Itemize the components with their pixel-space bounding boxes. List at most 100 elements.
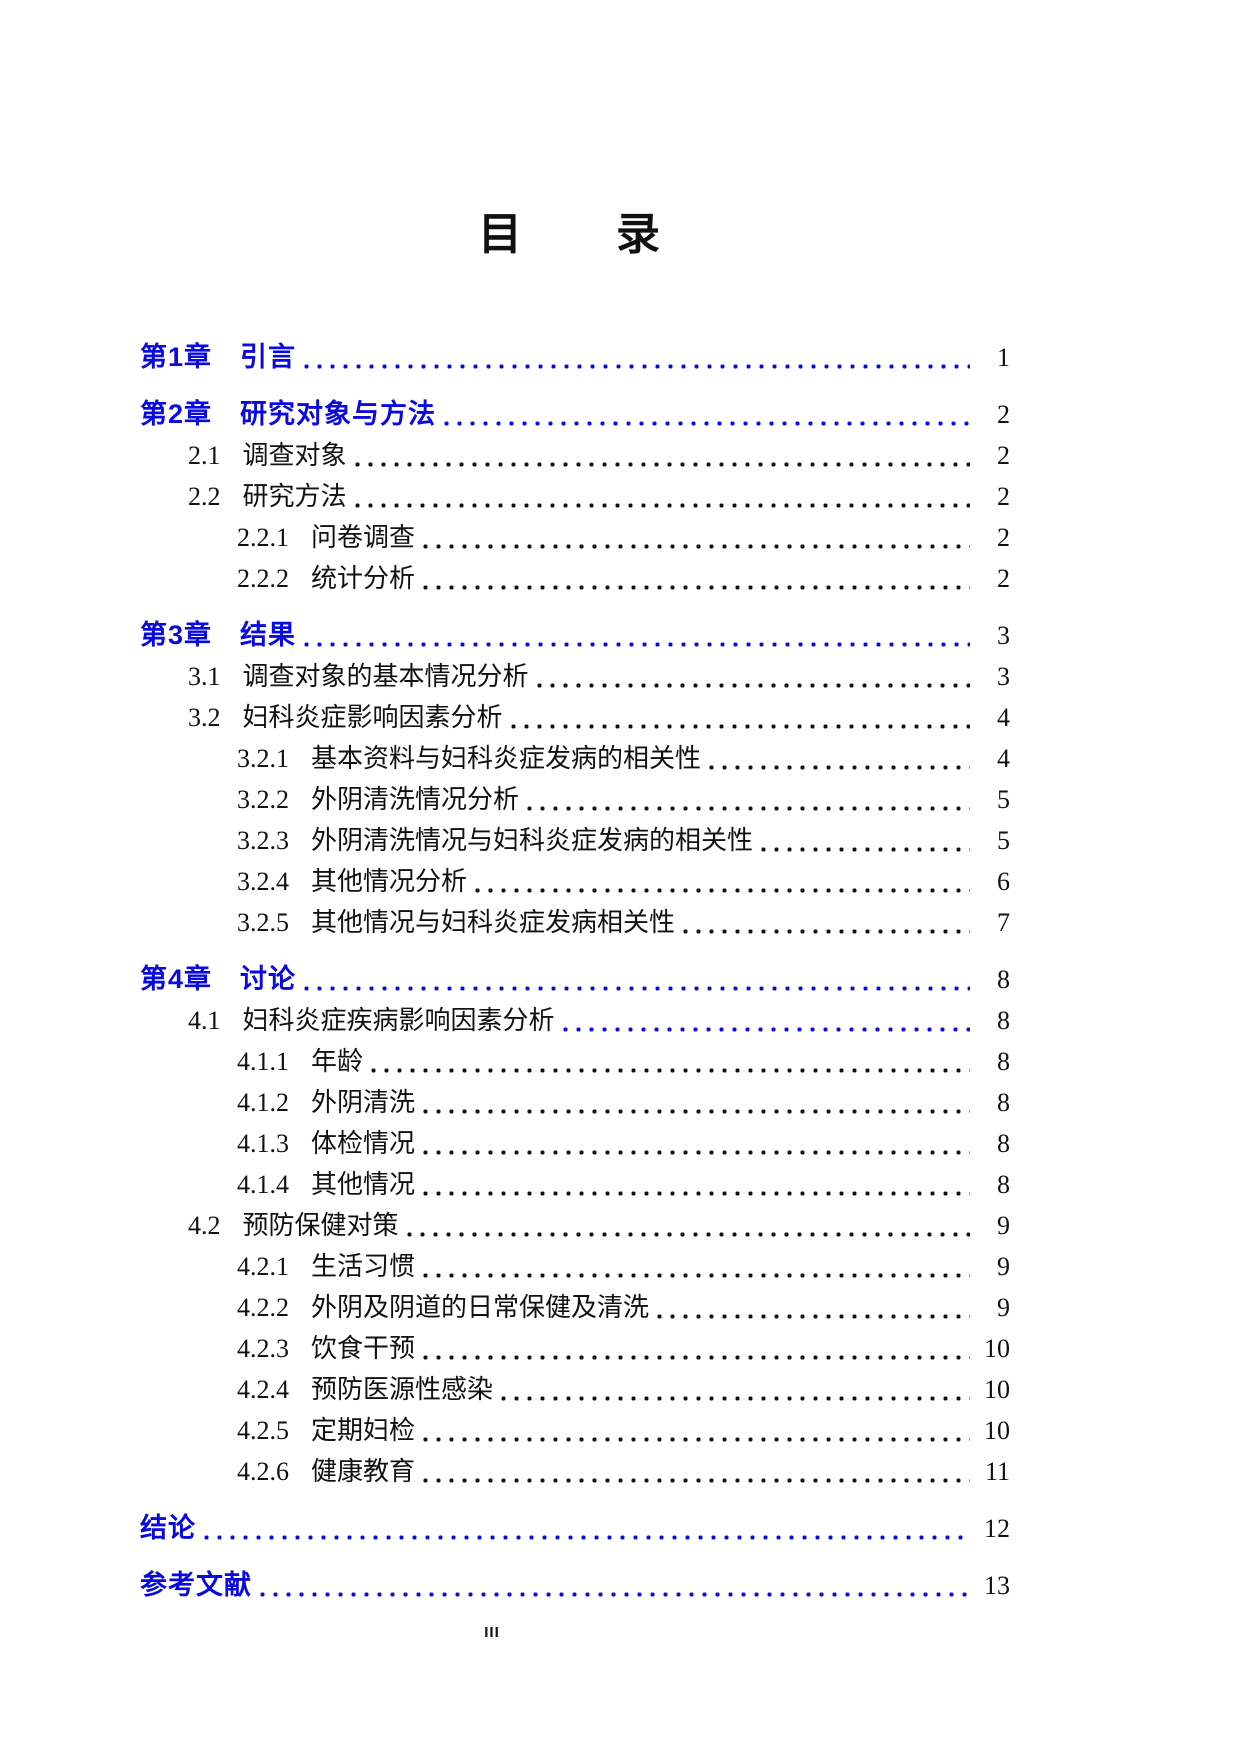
dot-leader [423,1437,970,1442]
toc-entry-number: 2.1 [188,441,221,470]
toc-row[interactable]: 第2章 研究对象与方法 2 [130,394,1010,435]
toc-row[interactable]: 第3章 结果 3 [130,615,1010,656]
toc-entry-number: 4.1.1 [237,1047,289,1076]
toc-entry-number: 4.2.6 [237,1457,289,1486]
toc-entry-page: 9 [997,1211,1010,1240]
toc-entry-number: 4.2 [188,1211,221,1240]
toc-entry-page: 8 [997,1170,1010,1199]
dot-leader [536,683,970,688]
dot-leader [423,544,970,549]
toc-entry-number: 3.2.1 [237,744,289,773]
dot-leader [423,1478,970,1483]
toc-entry-number: 2.2.1 [237,523,289,552]
toc-entry-label: 外阴及阴道的日常保健及清洗 [311,1293,650,1322]
dot-leader [501,1396,970,1401]
toc-entry-page: 13 [984,1571,1010,1600]
toc-entry-label: 讨论 [240,964,297,994]
toc-row[interactable]: 3.2.5 其他情况与妇科炎症发病相关性 7 [130,902,1010,943]
toc-row[interactable]: 4.2.2 外阴及阴道的日常保健及清洗 9 [130,1287,1010,1328]
toc-entry-page: 11 [984,1457,1010,1486]
toc-row[interactable]: 4.2.4 预防医源性感染 10 [130,1369,1010,1410]
dot-leader [260,1592,970,1597]
dot-leader [444,421,970,426]
toc-entry-label: 预防医源性感染 [311,1375,494,1404]
toc-row[interactable]: 3.1 调查对象的基本情况分析 3 [130,656,1010,697]
toc-entry-page: 5 [997,826,1010,855]
toc-row[interactable]: 3.2.2 外阴清洗情况分析 5 [130,779,1010,820]
toc-row[interactable]: 4.1.1 年龄 8 [130,1041,1010,1082]
toc-entry-label: 外阴清洗情况分析 [311,785,520,814]
toc-row[interactable]: 4.2.5 定期妇检 10 [130,1410,1010,1451]
toc-entry-label: 引言 [240,342,297,372]
dot-leader [657,1314,970,1319]
dot-leader [423,585,970,590]
dot-leader [423,1191,970,1196]
toc-row[interactable]: 2.2 研究方法 2 [130,476,1010,517]
toc-row[interactable]: 4.1 妇科炎症疾病影响因素分析 8 [130,1000,1010,1041]
toc-entry-number: 4.2.3 [237,1334,289,1363]
toc-entry-page: 10 [984,1416,1010,1445]
toc-row[interactable]: 2.1 调查对象 2 [130,435,1010,476]
dot-leader [354,503,970,508]
toc-entry-label: 预防保健对策 [242,1211,399,1240]
dot-leader [371,1068,970,1073]
dot-leader [510,724,970,729]
toc-entry-label: 其他情况与妇科炎症发病相关性 [311,908,676,937]
toc-entry-page: 8 [997,1088,1010,1117]
page-number-footer: III [484,1624,500,1641]
toc-row[interactable]: 4.2 预防保健对策 9 [130,1205,1010,1246]
toc-entry-number: 第1章 [140,342,213,372]
toc-entry-number: 第4章 [140,964,213,994]
toc-row[interactable]: 4.1.4 其他情况 8 [130,1164,1010,1205]
toc-row[interactable]: 4.1.3 体检情况 8 [130,1123,1010,1164]
toc-row[interactable]: 2.2.2 统计分析 2 [130,558,1010,599]
toc-entry-number: 2.2.2 [237,564,289,593]
toc-entry-label: 研究方法 [242,482,347,511]
toc-row[interactable]: 第4章 讨论 8 [130,959,1010,1000]
dot-leader [354,462,970,467]
toc-entry-number: 3.2.2 [237,785,289,814]
toc-entry-label: 体检情况 [311,1129,416,1158]
toc-entry-page: 7 [997,908,1010,937]
dot-leader [709,765,970,770]
toc-entry-label: 基本资料与妇科炎症发病的相关性 [311,744,702,773]
toc-row[interactable]: 4.2.1 生活习惯 9 [130,1246,1010,1287]
toc-entry-page: 3 [997,621,1010,650]
toc-entry-label: 饮食干预 [311,1334,416,1363]
toc-entry-number: 3.2.3 [237,826,289,855]
toc-entry-page: 3 [997,662,1010,691]
toc-entry-page: 6 [997,867,1010,896]
toc-entry-label: 健康教育 [311,1457,416,1486]
toc-entry-label: 年龄 [311,1047,364,1076]
toc-entry-page: 8 [997,1047,1010,1076]
toc-entry-page: 5 [997,785,1010,814]
toc-row[interactable]: 3.2.1 基本资料与妇科炎症发病的相关性 4 [130,738,1010,779]
toc-row[interactable]: 第1章 引言 1 [130,337,1010,378]
toc-entry-number: 2.2 [188,482,221,511]
toc-entry-label: 外阴清洗情况与妇科炎症发病的相关性 [311,826,754,855]
dot-leader [562,1027,970,1032]
toc-entry-page: 2 [997,523,1010,552]
toc-row[interactable]: 4.1.2 外阴清洗 8 [130,1082,1010,1123]
dot-leader [423,1150,970,1155]
toc-row[interactable]: 3.2 妇科炎症影响因素分析 4 [130,697,1010,738]
dot-leader [423,1355,970,1360]
toc-entry-number: 3.2 [188,703,221,732]
toc-entry-number: 3.2.4 [237,867,289,896]
toc-entry-label: 调查对象的基本情况分析 [242,662,529,691]
dot-leader [423,1273,970,1278]
toc-entry-page: 8 [997,1129,1010,1158]
toc-row[interactable]: 3.2.4 其他情况分析 6 [130,861,1010,902]
toc-row[interactable]: 4.2.3 饮食干预 10 [130,1328,1010,1369]
toc-row[interactable]: 结论 12 [130,1508,1010,1549]
toc-entry-page: 10 [984,1375,1010,1404]
toc-row[interactable]: 4.2.6 健康教育 11 [130,1451,1010,1492]
toc-entry-page: 10 [984,1334,1010,1363]
toc-row[interactable]: 3.2.3 外阴清洗情况与妇科炎症发病的相关性 5 [130,820,1010,861]
toc-row[interactable]: 2.2.1 问卷调查 2 [130,517,1010,558]
toc-entry-label: 问卷调查 [311,523,416,552]
toc-entry-page: 8 [997,1006,1010,1035]
toc-entry-label: 外阴清洗 [311,1088,416,1117]
toc-entry-label: 其他情况分析 [311,867,468,896]
toc-row[interactable]: 参考文献 13 [130,1565,1010,1606]
